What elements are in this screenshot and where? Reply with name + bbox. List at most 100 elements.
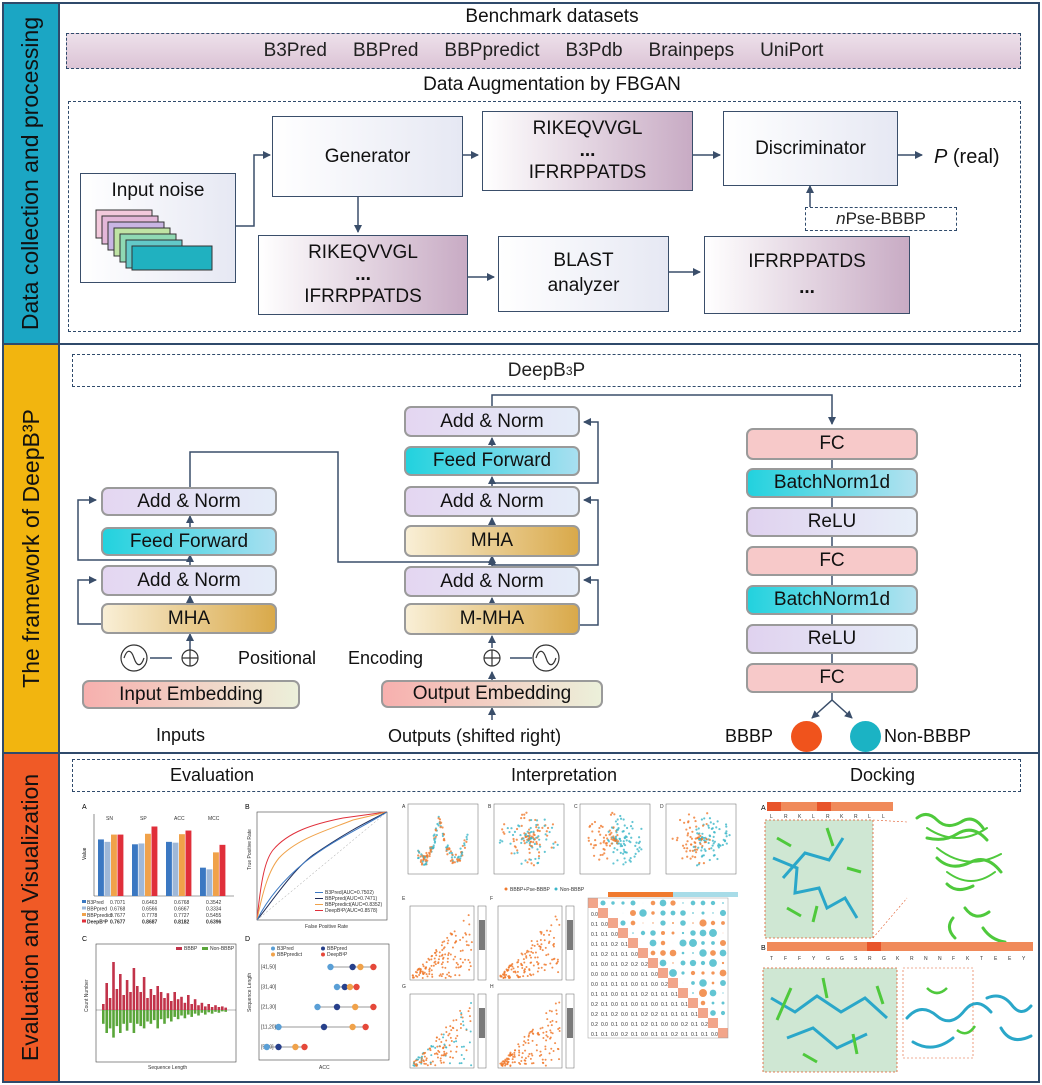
svg-text:0.2: 0.2: [611, 942, 618, 948]
svg-text:0.1: 0.1: [691, 1022, 698, 1028]
panel-d-point: [362, 1023, 369, 1031]
svg-text:0.1: 0.1: [591, 932, 598, 938]
docking-b-residue: S: [854, 956, 858, 962]
panel-d-label: D: [245, 936, 250, 943]
panel-d-point: [349, 963, 356, 971]
svg-text:0.1: 0.1: [691, 1032, 698, 1038]
panel-c-bar-bbbp: [163, 998, 166, 1010]
svg-text:0.1: 0.1: [611, 982, 618, 988]
tsne-legend-2: Non-BBBP: [560, 887, 585, 893]
svg-text:0.2: 0.2: [641, 992, 648, 998]
svg-text:0.1: 0.1: [661, 1002, 668, 1008]
panel-a-bar: [219, 844, 226, 896]
svg-text:0.0: 0.0: [601, 962, 608, 968]
eval-panel-c-hist: C Count Number Sequence Length BBBP Non-…: [82, 936, 237, 1071]
panel-c-bar-non-bbbp: [115, 1010, 119, 1027]
panel-d-row-label: [21,30]: [261, 1005, 277, 1011]
svg-text:0.1: 0.1: [611, 1022, 618, 1028]
svg-text:0.0: 0.0: [601, 922, 608, 928]
seq-bot-3: IFRRPPATDS: [304, 285, 422, 307]
svg-text:0.2: 0.2: [641, 1012, 648, 1018]
datasets-bar: B3Pred BBPred BBPpredict B3Pdb Brainpeps…: [66, 33, 1021, 69]
svg-text:0.1: 0.1: [591, 992, 598, 998]
decoder-feed-forward: Feed Forward: [404, 446, 580, 476]
classifier-batchnorm-2: BatchNorm1d: [746, 585, 918, 615]
decoder-add-norm-2: Add & Norm: [404, 486, 580, 517]
panel-c-bar-bbbp: [105, 983, 108, 1010]
dataset-b3pdb: B3Pdb: [565, 40, 623, 61]
classifier-fc-2: FC: [746, 546, 918, 576]
panel-d-legend-item: BBPpred: [327, 946, 347, 952]
svg-text:0.0: 0.0: [591, 912, 598, 918]
panel-c-bar-non-bbbp: [224, 1010, 227, 1012]
seq-top-1: RIKEQVVGL: [532, 118, 643, 140]
svg-text:E: E: [402, 896, 406, 902]
panel-c-bar-non-bbbp: [170, 1010, 173, 1022]
svg-text:0.1: 0.1: [601, 982, 608, 988]
panel-c-bar-bbbp: [122, 995, 125, 1010]
panel-c-bar-bbbp: [153, 995, 156, 1010]
panel-a-table-cell: 0.6768: [110, 907, 126, 913]
classifier-relu-2: ReLU: [746, 624, 918, 654]
svg-text:0.1: 0.1: [601, 942, 608, 948]
panel-c-bar-bbbp: [149, 989, 153, 1010]
panel-a-bar: [179, 834, 185, 896]
panel-c-bar-bbbp: [207, 1004, 210, 1010]
svg-text:0.1: 0.1: [591, 962, 598, 968]
svg-text:0.1: 0.1: [591, 942, 598, 948]
panel-c-bar-non-bbbp: [207, 1010, 210, 1013]
panel-a-table-cell: 0.8182: [174, 920, 190, 926]
panel-d-rows: [41,50][31,40][21,30][11,20][5,10]: [261, 963, 377, 1051]
docking-b-residue: R: [868, 956, 872, 962]
input-embedding: Input Embedding: [82, 680, 300, 709]
svg-text:0.0: 0.0: [591, 972, 598, 978]
svg-text:0.1: 0.1: [621, 992, 628, 998]
dataset-b3pred: B3Pred: [263, 40, 327, 61]
panel-d-point: [353, 983, 360, 991]
decoder-add-norm-3: Add & Norm: [404, 566, 580, 597]
augmented-seq-box: RIKEQVVGL ... IFRRPPATDS: [258, 235, 468, 315]
panel-a-bar: [117, 834, 124, 896]
panel-a-bar: [172, 842, 179, 896]
panel-d-row-label: [41,50]: [261, 965, 277, 971]
interp-panel-label: C: [574, 804, 578, 810]
docking-b-residue: N: [924, 956, 928, 962]
docking-panels: A L R K L R K R L L B T F F Y G G S R G K R N N F K T E E Y: [761, 802, 1033, 1073]
panel-c-bar-non-bbbp: [156, 1010, 159, 1029]
panel-c-bar-bbbp: [166, 993, 170, 1010]
docking-b-residue: Y: [812, 956, 816, 962]
non-bbbp-label: Non-BBBP: [884, 726, 972, 746]
fbgan-frame: [68, 101, 1021, 332]
panel-a-bars: [98, 826, 226, 896]
svg-text:0.2: 0.2: [641, 962, 648, 968]
panel-c-bar-non-bbbp: [176, 1010, 180, 1020]
attention-plots: E F G H: [402, 896, 575, 1069]
svg-text:0.1: 0.1: [641, 982, 648, 988]
svg-text:0.2: 0.2: [641, 1022, 648, 1028]
blast-label-1: BLAST: [553, 250, 614, 272]
panel-d-legend: B3Pred BBPpred BBPpredict DeepB³P: [271, 946, 348, 958]
panel-a-table-cell: 0.6463: [142, 900, 158, 906]
svg-text:0.1: 0.1: [641, 1002, 648, 1008]
panel-a-table-cell: BBPpredict: [87, 913, 113, 919]
docking-b-residue: N: [938, 956, 942, 962]
panel-b-legend-item: BBPpred(AUC=0.7471): [325, 896, 377, 902]
svg-text:0.1: 0.1: [591, 922, 598, 928]
eval-panel-a-chart: A Value SN SP ACC MCC B3Pred 0.7071 0.6463 0.6…: [82, 804, 234, 926]
panel-c-bar-bbbp: [200, 1002, 204, 1010]
seq-bot-1: RIKEQVVGL: [308, 242, 418, 264]
decoder-positional-icon: [483, 644, 560, 672]
panel-a-bar: [104, 841, 111, 896]
panel-c-bar-non-bbbp: [159, 1010, 163, 1020]
svg-text:0.1: 0.1: [631, 1032, 638, 1038]
panel-a-table-cell: 0.7727: [174, 913, 190, 919]
panel-a-group-label: MCC: [208, 816, 220, 822]
svg-text:0.2: 0.2: [651, 1012, 658, 1018]
blast-label-2: analyzer: [547, 275, 620, 296]
panel-a-ylabel: Value: [82, 847, 88, 860]
panel-c-bar-non-bbbp: [125, 1010, 129, 1031]
outputs-label: Outputs (shifted right): [388, 726, 562, 746]
